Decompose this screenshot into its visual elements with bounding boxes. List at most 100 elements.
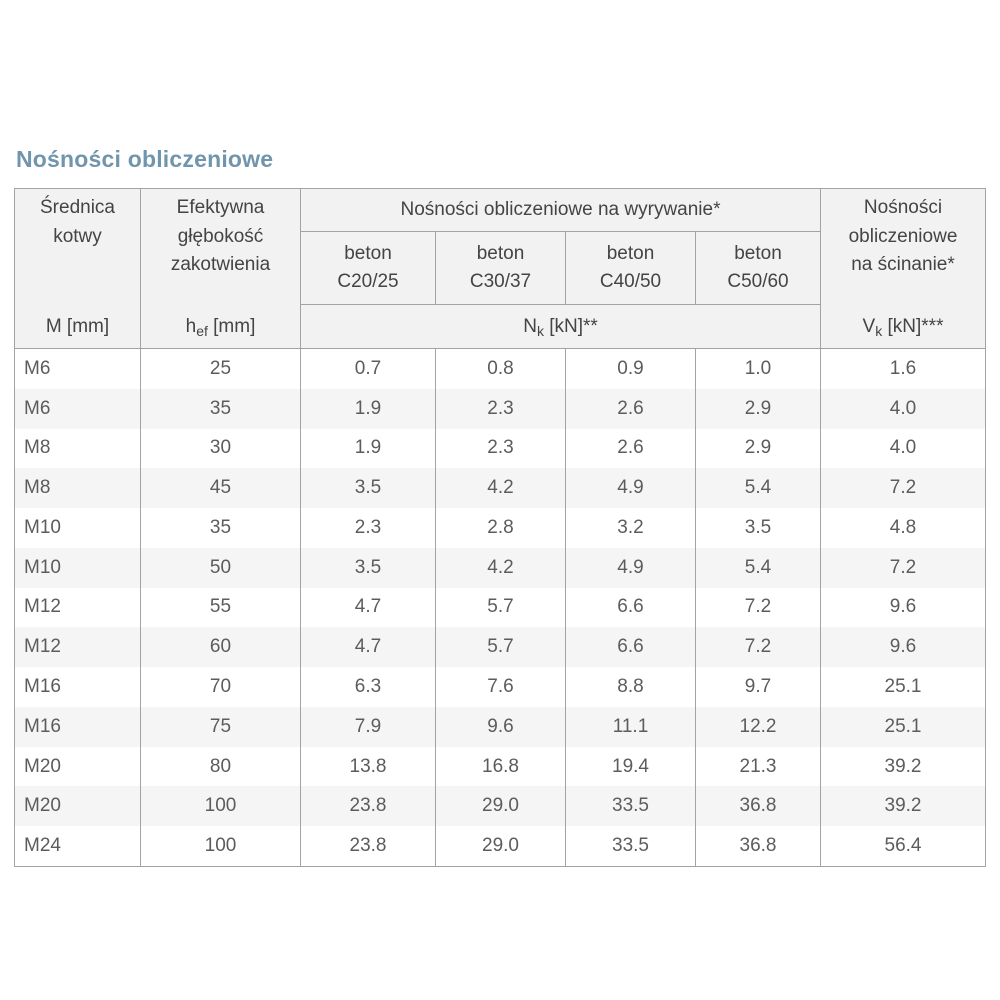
- table-row: M8 30 1.9 2.3 2.6 2.9 4.0: [14, 428, 986, 469]
- cell-vk: 4.8: [820, 508, 986, 548]
- header-concrete-c2025: beton C20/25: [300, 230, 436, 306]
- table-row: M10 35 2.3 2.8 3.2 3.5 4.8: [14, 508, 986, 548]
- cell-hef: 100: [140, 826, 301, 867]
- cell-hef: 100: [140, 786, 301, 827]
- cell-vk: 4.0: [820, 388, 986, 429]
- cell-c2025: 3.5: [300, 547, 436, 588]
- effective-depth-label: Efektywna głębokość zakotwienia: [170, 197, 271, 275]
- cell-c3037: 4.2: [435, 547, 566, 588]
- cell-c2025: 7.9: [300, 706, 436, 747]
- cell-c3037: 2.3: [435, 388, 566, 429]
- header-concrete-c3037: beton C30/37: [435, 230, 566, 306]
- cell-c3037: 29.0: [435, 826, 566, 867]
- cell-m: M20: [14, 786, 141, 827]
- cell-hef: 30: [140, 428, 301, 469]
- cell-c4050: 4.9: [565, 547, 696, 588]
- cell-c3037: 2.8: [435, 508, 566, 548]
- cell-c4050: 6.6: [565, 587, 696, 628]
- page-content: Nośności obliczeniowe Średnica kotwy M: [14, 146, 986, 867]
- table-row: M20 80 13.8 16.8 19.4 21.3 39.2: [14, 746, 986, 787]
- cell-c5060: 9.7: [695, 667, 821, 707]
- table-row: M6 35 1.9 2.3 2.6 2.9 4.0: [14, 388, 986, 429]
- cell-vk: 25.1: [820, 667, 986, 707]
- cell-c3037: 5.7: [435, 587, 566, 628]
- table-row: M16 75 7.9 9.6 11.1 12.2 25.1: [14, 706, 986, 747]
- cell-c2025: 23.8: [300, 786, 436, 827]
- cell-vk: 9.6: [820, 627, 986, 668]
- cell-m: M6: [14, 388, 141, 429]
- cell-c5060: 1.0: [695, 348, 821, 389]
- table-row: M8 45 3.5 4.2 4.9 5.4 7.2: [14, 468, 986, 509]
- table-row: M24 100 23.8 29.0 33.5 36.8 56.4: [14, 826, 986, 867]
- cell-c5060: 7.2: [695, 627, 821, 668]
- cell-m: M8: [14, 468, 141, 509]
- cell-m: M20: [14, 746, 141, 787]
- cell-c3037: 0.8: [435, 348, 566, 389]
- header-anchor-diameter: Średnica kotwy M [mm]: [14, 188, 141, 349]
- cell-c4050: 2.6: [565, 388, 696, 429]
- cell-c4050: 0.9: [565, 348, 696, 389]
- cell-c5060: 12.2: [695, 706, 821, 747]
- table-row: M10 50 3.5 4.2 4.9 5.4 7.2: [14, 547, 986, 588]
- cell-c3037: 2.3: [435, 428, 566, 469]
- cell-m: M24: [14, 826, 141, 867]
- header-concrete-c5060: beton C50/60: [695, 230, 821, 306]
- header-shear: Nośności obliczeniowe na ścinanie* Vk [k…: [820, 188, 986, 349]
- cell-c4050: 2.6: [565, 428, 696, 469]
- cell-c3037: 9.6: [435, 706, 566, 747]
- cell-m: M10: [14, 547, 141, 588]
- cell-m: M16: [14, 667, 141, 707]
- cell-hef: 35: [140, 508, 301, 548]
- cell-hef: 80: [140, 746, 301, 787]
- cell-hef: 75: [140, 706, 301, 747]
- cell-c5060: 2.9: [695, 388, 821, 429]
- cell-m: M12: [14, 587, 141, 628]
- cell-c3037: 5.7: [435, 627, 566, 668]
- table-row: M12 55 4.7 5.7 6.6 7.2 9.6: [14, 587, 986, 628]
- cell-c2025: 0.7: [300, 348, 436, 389]
- table-row: M12 60 4.7 5.7 6.6 7.2 9.6: [14, 627, 986, 668]
- shear-unit: Vk [kN]***: [862, 315, 944, 339]
- cell-c4050: 6.6: [565, 627, 696, 668]
- cell-c4050: 4.9: [565, 468, 696, 509]
- cell-vk: 39.2: [820, 786, 986, 827]
- header-pullout-unit: Nk [kN]**: [300, 304, 821, 349]
- effective-depth-unit: hef [mm]: [185, 315, 256, 339]
- cell-vk: 39.2: [820, 746, 986, 787]
- table-body: M6 25 0.7 0.8 0.9 1.0 1.6 M6 35 1.9 2.3 2.6 2.9 4.0 M8…: [14, 348, 986, 867]
- cell-hef: 55: [140, 587, 301, 628]
- cell-vk: 56.4: [820, 826, 986, 867]
- cell-hef: 50: [140, 547, 301, 588]
- cell-c5060: 5.4: [695, 468, 821, 509]
- cell-c4050: 19.4: [565, 746, 696, 787]
- cell-c3037: 7.6: [435, 667, 566, 707]
- cell-c5060: 36.8: [695, 826, 821, 867]
- cell-c2025: 2.3: [300, 508, 436, 548]
- cell-c3037: 29.0: [435, 786, 566, 827]
- cell-c5060: 3.5: [695, 508, 821, 548]
- cell-vk: 7.2: [820, 547, 986, 588]
- cell-c2025: 6.3: [300, 667, 436, 707]
- cell-c4050: 11.1: [565, 706, 696, 747]
- load-capacity-table: Średnica kotwy M [mm] Efektywna głębokoś…: [14, 188, 986, 867]
- cell-hef: 70: [140, 667, 301, 707]
- table-row: M6 25 0.7 0.8 0.9 1.0 1.6: [14, 348, 986, 389]
- cell-m: M10: [14, 508, 141, 548]
- cell-m: M8: [14, 428, 141, 469]
- cell-c2025: 13.8: [300, 746, 436, 787]
- cell-c5060: 7.2: [695, 587, 821, 628]
- cell-m: M6: [14, 348, 141, 389]
- header-concrete-c4050: beton C40/50: [565, 230, 696, 306]
- cell-vk: 25.1: [820, 706, 986, 747]
- cell-c2025: 1.9: [300, 388, 436, 429]
- cell-m: M12: [14, 627, 141, 668]
- cell-hef: 45: [140, 468, 301, 509]
- cell-c5060: 36.8: [695, 786, 821, 827]
- anchor-diameter-label: Średnica kotwy: [40, 197, 115, 247]
- cell-c2025: 23.8: [300, 826, 436, 867]
- cell-c5060: 5.4: [695, 547, 821, 588]
- table-row: M20 100 23.8 29.0 33.5 36.8 39.2: [14, 786, 986, 827]
- cell-hef: 60: [140, 627, 301, 668]
- cell-c3037: 16.8: [435, 746, 566, 787]
- table-header: Średnica kotwy M [mm] Efektywna głębokoś…: [14, 188, 986, 349]
